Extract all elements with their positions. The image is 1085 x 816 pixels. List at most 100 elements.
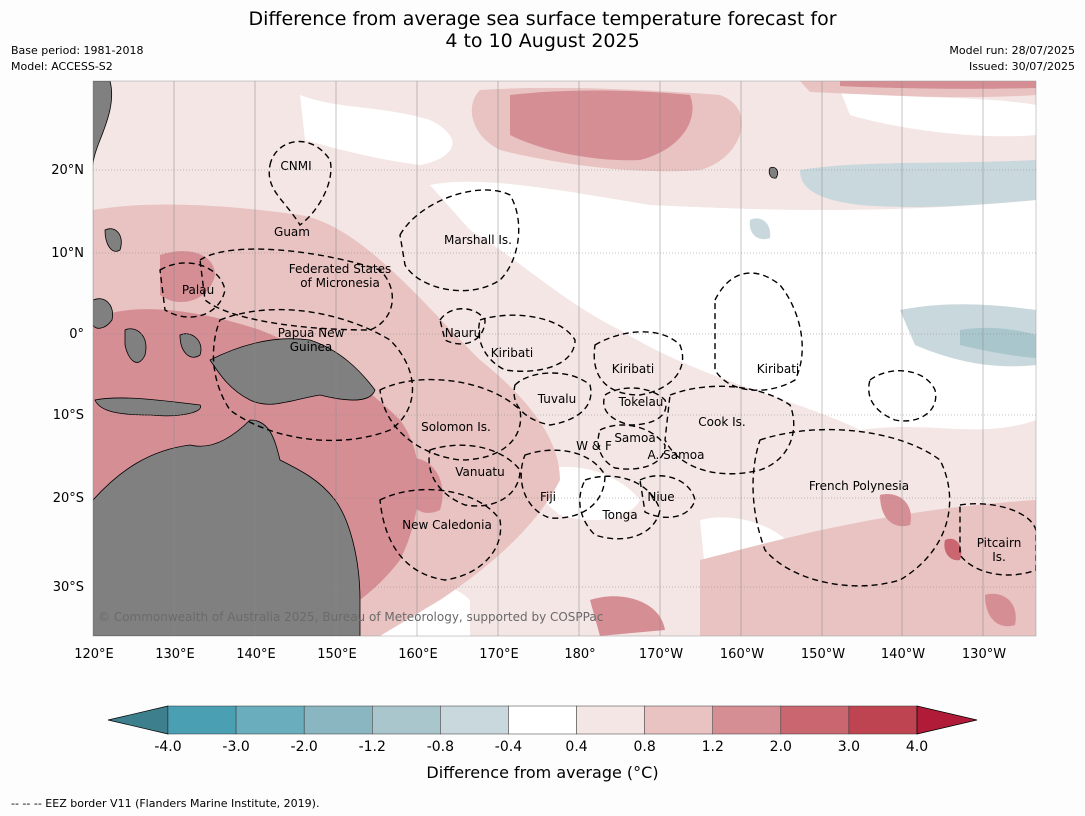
land-borneo (93, 298, 113, 329)
longitude-label: 150°W (801, 647, 845, 662)
place-label-line: French Polynesia (809, 479, 909, 493)
place-label-line: Vanuatu (455, 465, 505, 479)
eez-border-niue (639, 475, 696, 519)
longitude-label: 120°E (74, 647, 114, 662)
land-new-guinea (209, 338, 376, 405)
issued-date: Issued: 30/07/2025 (968, 60, 1075, 73)
meta-left: Base period: 1981-2018 Model: ACCESS-S2 (11, 43, 143, 75)
eez-border-tonga (579, 475, 661, 540)
longitude-label: 160°E (398, 647, 438, 662)
place-label-asamoa: A. Samoa (648, 448, 705, 462)
place-label-newcal: New Caledonia (402, 518, 492, 532)
colorbar-swatch (644, 705, 713, 735)
anomaly-zone-cool (800, 160, 1036, 208)
place-label-tonga: Tonga (601, 508, 637, 522)
place-label-niue: Niue (647, 490, 674, 504)
land-sulawesi (124, 328, 147, 363)
longitude-label: 160°W (720, 647, 764, 662)
eez-border-kiribati-line (714, 272, 803, 391)
map-border (92, 80, 1037, 637)
colorbar-tick-label: 3.0 (838, 739, 860, 755)
place-label-kiribati2: Kiribati (612, 362, 654, 376)
colorbar-swatch (508, 705, 577, 735)
colorbar-swatch (372, 705, 441, 735)
anomaly-zone-warm (700, 500, 1036, 636)
place-label-line: Guam (274, 225, 310, 239)
place-label-cnmi: CNMI (280, 159, 311, 173)
meta-right: Model run: 28/07/2025 Issued: 30/07/2025 (949, 43, 1075, 75)
place-label-line: Is. (992, 550, 1006, 564)
land-australia (93, 419, 361, 636)
map-axes: 120°E 130°E 140°E 150°E 160°E 170°E 180° 170°W 1… (51, 163, 1006, 662)
longitude-label: 130°E (155, 647, 195, 662)
place-label-line: Solomon Is. (421, 420, 491, 434)
colorbar-swatch (576, 705, 645, 735)
eez-border-nauru (439, 308, 486, 345)
colorbar-swatch (235, 705, 305, 735)
anomaly-zone-warm (840, 81, 1036, 89)
eez-border-new-caledonia (379, 488, 502, 581)
place-label-line: Federated States (289, 262, 391, 276)
colorbar-swatch (167, 705, 237, 735)
place-label-line: Palau (182, 283, 214, 297)
colorbar-tick-label: 0.4 (565, 739, 587, 755)
colorbar-tick-label: -0.4 (495, 739, 522, 755)
anomaly-zone-white (430, 181, 1036, 430)
eez-border-vanuatu (428, 444, 521, 507)
colorbar-tick-label: 1.2 (702, 739, 724, 755)
place-label-line: Fiji (540, 490, 556, 504)
place-label-tokelau: Tokelau (618, 395, 664, 409)
place-label-line: Papua New (278, 326, 345, 340)
eez-border-east-pacific (868, 370, 937, 422)
anomaly-zone-warm (985, 593, 1016, 627)
place-label-pitcairn: Pitcairn Is. (977, 536, 1022, 564)
eez-borders (159, 140, 1036, 587)
land-islands (768, 166, 778, 179)
title-line-1: Difference from average sea surface temp… (248, 8, 837, 30)
place-label-line: Nauru (445, 326, 481, 340)
title-line-2: 4 to 10 August 2025 (445, 30, 640, 52)
longitude-label: 130°W (962, 647, 1006, 662)
eez-border-palau (159, 262, 226, 318)
place-label-solomon: Solomon Is. (421, 420, 491, 434)
map-frame: CNMI Guam Marshall Is. Federated States of M… (93, 81, 1036, 636)
eez-border-samoa (597, 424, 666, 470)
place-label-line: Tuvalu (537, 392, 577, 406)
colorbar-extend-low (107, 705, 169, 735)
colorbar-tick-label: 4.0 (906, 739, 928, 755)
place-label-line: Niue (647, 490, 674, 504)
place-label-nauru: Nauru (445, 326, 481, 340)
colorbar-swatch (303, 705, 373, 735)
colorbar-swatch (780, 705, 850, 735)
eez-border-kiribati-gilbert (478, 314, 576, 372)
base-period: Base period: 1981-2018 (11, 44, 144, 57)
place-label-tuvalu: Tuvalu (537, 392, 577, 406)
land-philippines (93, 81, 113, 166)
latitude-label: 0° (69, 327, 84, 342)
place-label-line: Tokelau (618, 395, 664, 409)
place-label-line: Marshall Is. (444, 233, 512, 247)
eez-border-pitcairn (959, 503, 1036, 576)
place-label-samoa: Samoa (614, 431, 655, 445)
place-label-line: CNMI (280, 159, 311, 173)
latitude-label: 20°S (53, 491, 84, 506)
place-label-fiji: Fiji (540, 490, 556, 504)
place-label-kiribati1: Kiribati (491, 346, 533, 360)
anomaly-zone-warm (880, 494, 911, 527)
colorbar-tick-label: -1.2 (359, 739, 386, 755)
place-label-cook: Cook Is. (698, 415, 745, 429)
place-labels: CNMI Guam Marshall Is. Federated States of M… (182, 159, 1021, 564)
place-label-line: Kiribati (757, 362, 799, 376)
anomaly-zone-warm (400, 458, 443, 513)
eez-border-kiribati-phoenix (593, 331, 684, 396)
place-label-line: Kiribati (491, 346, 533, 360)
anomaly-zone-white (840, 90, 1036, 137)
latitude-label: 30°S (53, 580, 84, 595)
anomaly-zone-cool (960, 327, 1036, 358)
longitude-label: 150°E (317, 647, 357, 662)
longitude-label: 140°E (236, 647, 276, 662)
place-label-marshall: Marshall Is. (444, 233, 512, 247)
place-label-fsm: Federated States of Micronesia (289, 262, 391, 290)
place-label-palau: Palau (182, 283, 214, 297)
